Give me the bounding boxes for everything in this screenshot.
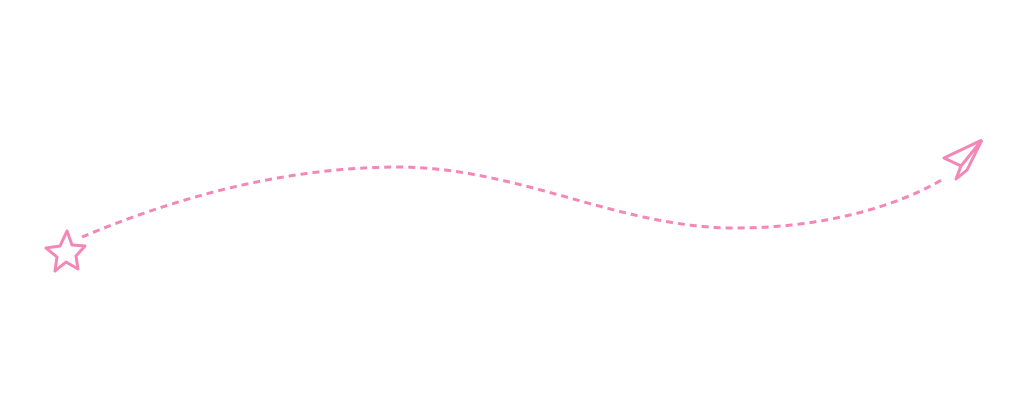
paper-plane-icon bbox=[942, 138, 984, 181]
dashed-flight-path-line bbox=[81, 165, 946, 239]
doodle-group bbox=[44, 138, 984, 273]
star-icon bbox=[44, 229, 87, 273]
